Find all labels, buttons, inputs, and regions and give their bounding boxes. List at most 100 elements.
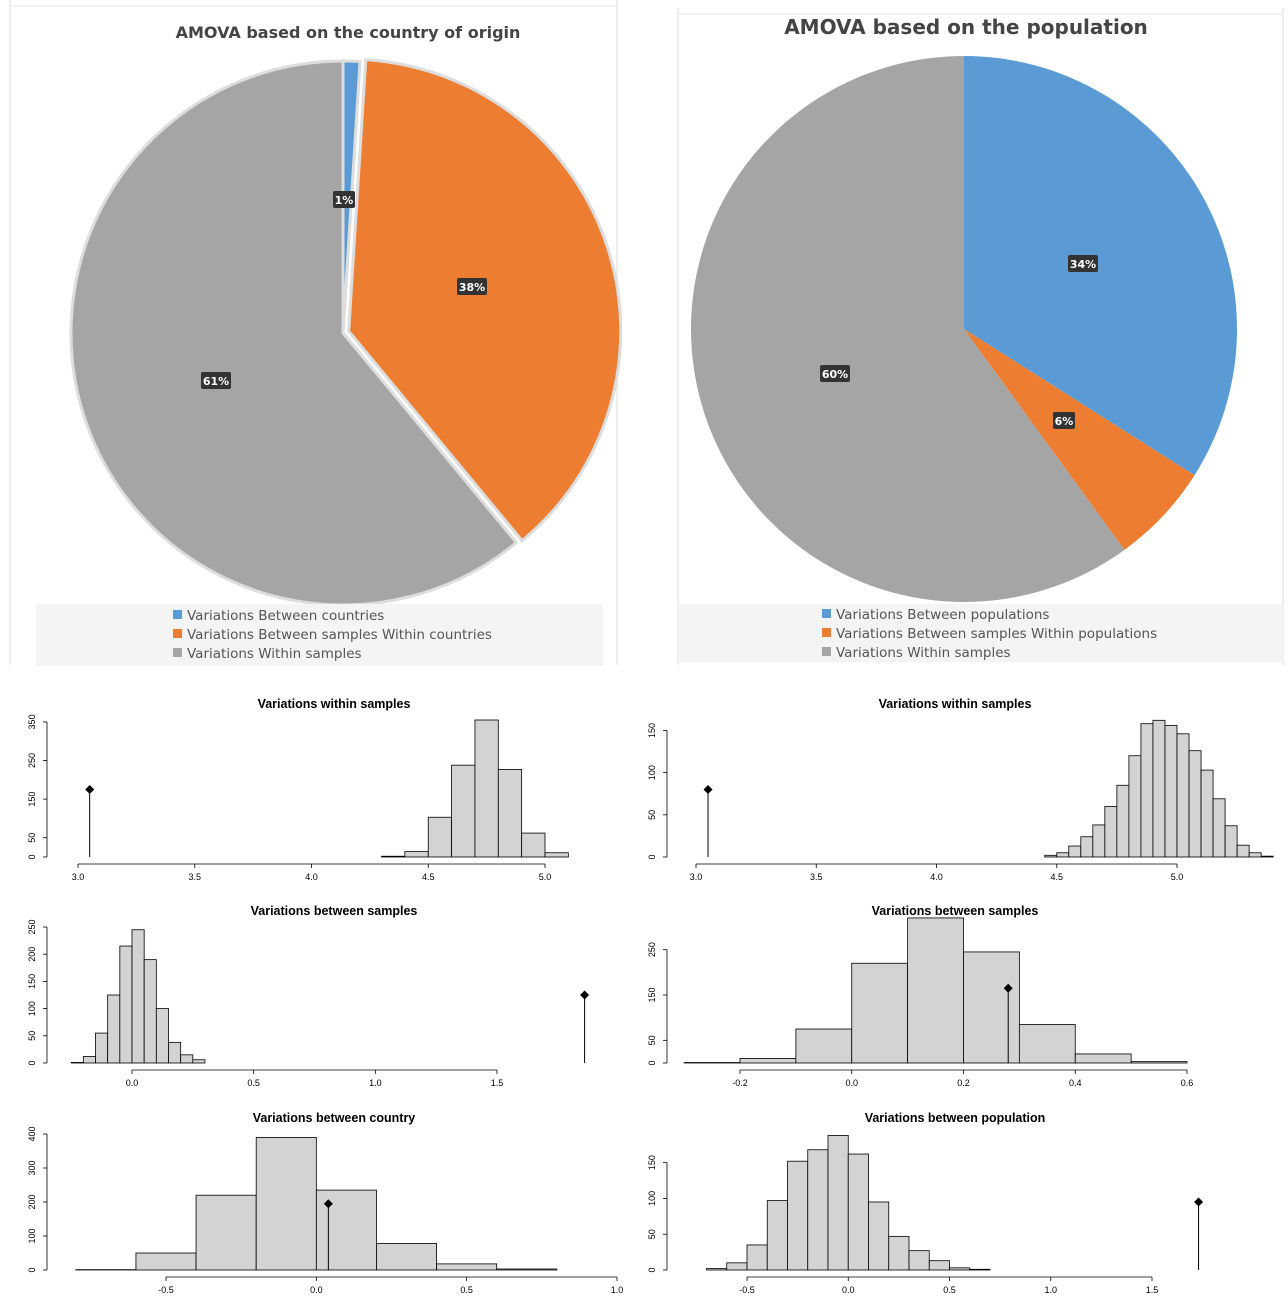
histogram-bar xyxy=(496,1268,558,1271)
pie-chart-2: AMOVA based on the population 34% 6% 60% Var… xyxy=(677,8,1284,665)
histogram-bar xyxy=(180,1054,194,1064)
histogram-bar xyxy=(908,1250,930,1271)
histogram-bar xyxy=(827,1135,849,1271)
legend-label: Variations Within samples xyxy=(836,645,1011,661)
histogram-bar xyxy=(851,962,909,1064)
pie-title: AMOVA based on the population xyxy=(784,15,1148,39)
histogram-bar xyxy=(963,951,1020,1064)
slice-label: 61% xyxy=(203,375,229,388)
y-tick-label: 50 xyxy=(647,1229,657,1239)
histogram-title: Variations between samples xyxy=(251,904,418,918)
pie-slice xyxy=(690,56,1125,603)
histogram-bar xyxy=(544,852,569,858)
histogram-bar xyxy=(1224,825,1238,858)
x-tick-label: 1.5 xyxy=(1146,1285,1159,1295)
y-tick-label: 150 xyxy=(647,723,657,738)
observed-value-marker xyxy=(1194,1197,1204,1207)
x-tick-label: 0.0 xyxy=(845,1078,858,1088)
histogram-bar xyxy=(376,1243,438,1271)
x-tick-label: 3.0 xyxy=(72,872,85,882)
x-tick-label: -0.5 xyxy=(158,1285,174,1295)
histogram-title: Variations between population xyxy=(865,1111,1046,1125)
y-tick-label: 100 xyxy=(647,1191,657,1206)
histogram-bar xyxy=(1056,852,1070,858)
pie-slice xyxy=(69,59,519,607)
slice-label: 60% xyxy=(822,368,848,381)
histogram-bar xyxy=(315,1189,377,1271)
histogram-bar xyxy=(119,945,133,1064)
y-tick-label: 150 xyxy=(27,974,37,989)
histogram-bar xyxy=(135,1252,197,1271)
x-tick-label: 0.5 xyxy=(943,1285,956,1295)
histogram-bar xyxy=(1080,836,1094,858)
y-tick-label: 0 xyxy=(647,854,657,859)
histogram-bar xyxy=(451,764,476,858)
histogram-bar xyxy=(928,1260,950,1271)
pie-title: AMOVA based on the country of origin xyxy=(176,23,521,42)
y-tick-label: 100 xyxy=(27,1001,37,1016)
y-tick-label: 50 xyxy=(27,833,37,843)
y-tick-label: 0 xyxy=(27,1267,37,1272)
histogram-bar xyxy=(95,1032,109,1064)
histogram-bar xyxy=(1044,854,1058,858)
y-tick-label: 250 xyxy=(647,942,657,957)
histogram-bar xyxy=(1236,844,1250,858)
histogram-1: Variations within samples 3.0 3.5 4.0 4.5 5.0… xyxy=(27,697,569,882)
legend-swatch xyxy=(822,609,831,618)
histogram-bar xyxy=(1140,723,1154,858)
histogram-bar xyxy=(1128,755,1142,858)
x-tick-label: 3.5 xyxy=(810,872,823,882)
histogram-2: Variations within samples 3.0 3.5 4.0 4.5 5.0… xyxy=(647,697,1274,882)
pie-slice xyxy=(964,56,1237,476)
histogram-bar xyxy=(427,816,453,858)
histogram-bar xyxy=(436,1263,498,1271)
histogram-bar xyxy=(706,1268,728,1271)
histogram-title: Variations between samples xyxy=(872,904,1039,918)
pie-slice xyxy=(347,58,623,543)
histogram-bar xyxy=(1152,719,1166,858)
histogram-bar xyxy=(787,1160,809,1271)
y-tick-label: 400 xyxy=(27,1126,37,1141)
x-tick-label: 0.0 xyxy=(310,1285,323,1295)
legend-panel xyxy=(678,604,1283,662)
histogram-bar xyxy=(143,959,157,1064)
y-tick-label: 50 xyxy=(647,810,657,820)
x-tick-label: 1.5 xyxy=(491,1078,504,1088)
y-tick-label: 200 xyxy=(27,947,37,962)
y-tick-label: 250 xyxy=(27,919,37,934)
legend-label: Variations Between samples Within countr… xyxy=(187,627,492,643)
histogram-bar xyxy=(1248,852,1262,858)
histogram-bar xyxy=(521,832,546,858)
legend-label: Variations Between countries xyxy=(187,608,384,624)
histogram-bar xyxy=(155,1008,169,1064)
histogram-bar xyxy=(1130,1061,1188,1064)
histogram-bar xyxy=(1116,784,1130,858)
histogram-bar xyxy=(1260,855,1274,858)
y-tick-label: 150 xyxy=(647,987,657,1002)
y-tick-label: 300 xyxy=(27,1160,37,1175)
slice-label: 6% xyxy=(1055,415,1074,428)
legend-panel xyxy=(36,604,603,666)
histogram-bar xyxy=(969,1268,991,1271)
histogram-bar xyxy=(1068,845,1082,858)
x-tick-label: 1.0 xyxy=(369,1078,382,1088)
histogram-6: Variations between population -0.5 0.0 0.5 1… xyxy=(647,1111,1204,1295)
histogram-bar xyxy=(82,1056,96,1064)
x-tick-label: 0.6 xyxy=(1181,1078,1194,1088)
x-tick-label: 0.0 xyxy=(842,1285,855,1295)
legend-swatch xyxy=(173,648,182,657)
x-tick-label: 0.2 xyxy=(957,1078,970,1088)
histogram-bar xyxy=(1164,724,1178,858)
x-tick-label: -0.5 xyxy=(739,1285,755,1295)
histogram-bar xyxy=(888,1235,910,1271)
histogram-bar xyxy=(1092,824,1106,858)
histogram-bar xyxy=(404,851,429,858)
x-tick-label: 4.5 xyxy=(1050,872,1063,882)
x-tick-label: -0.2 xyxy=(732,1078,748,1088)
x-tick-label: 5.0 xyxy=(539,872,552,882)
observed-value-marker xyxy=(85,784,95,794)
legend-swatch xyxy=(822,628,831,637)
legend-swatch xyxy=(822,647,831,656)
x-tick-label: 0.5 xyxy=(460,1285,473,1295)
observed-value-marker xyxy=(323,1199,333,1209)
